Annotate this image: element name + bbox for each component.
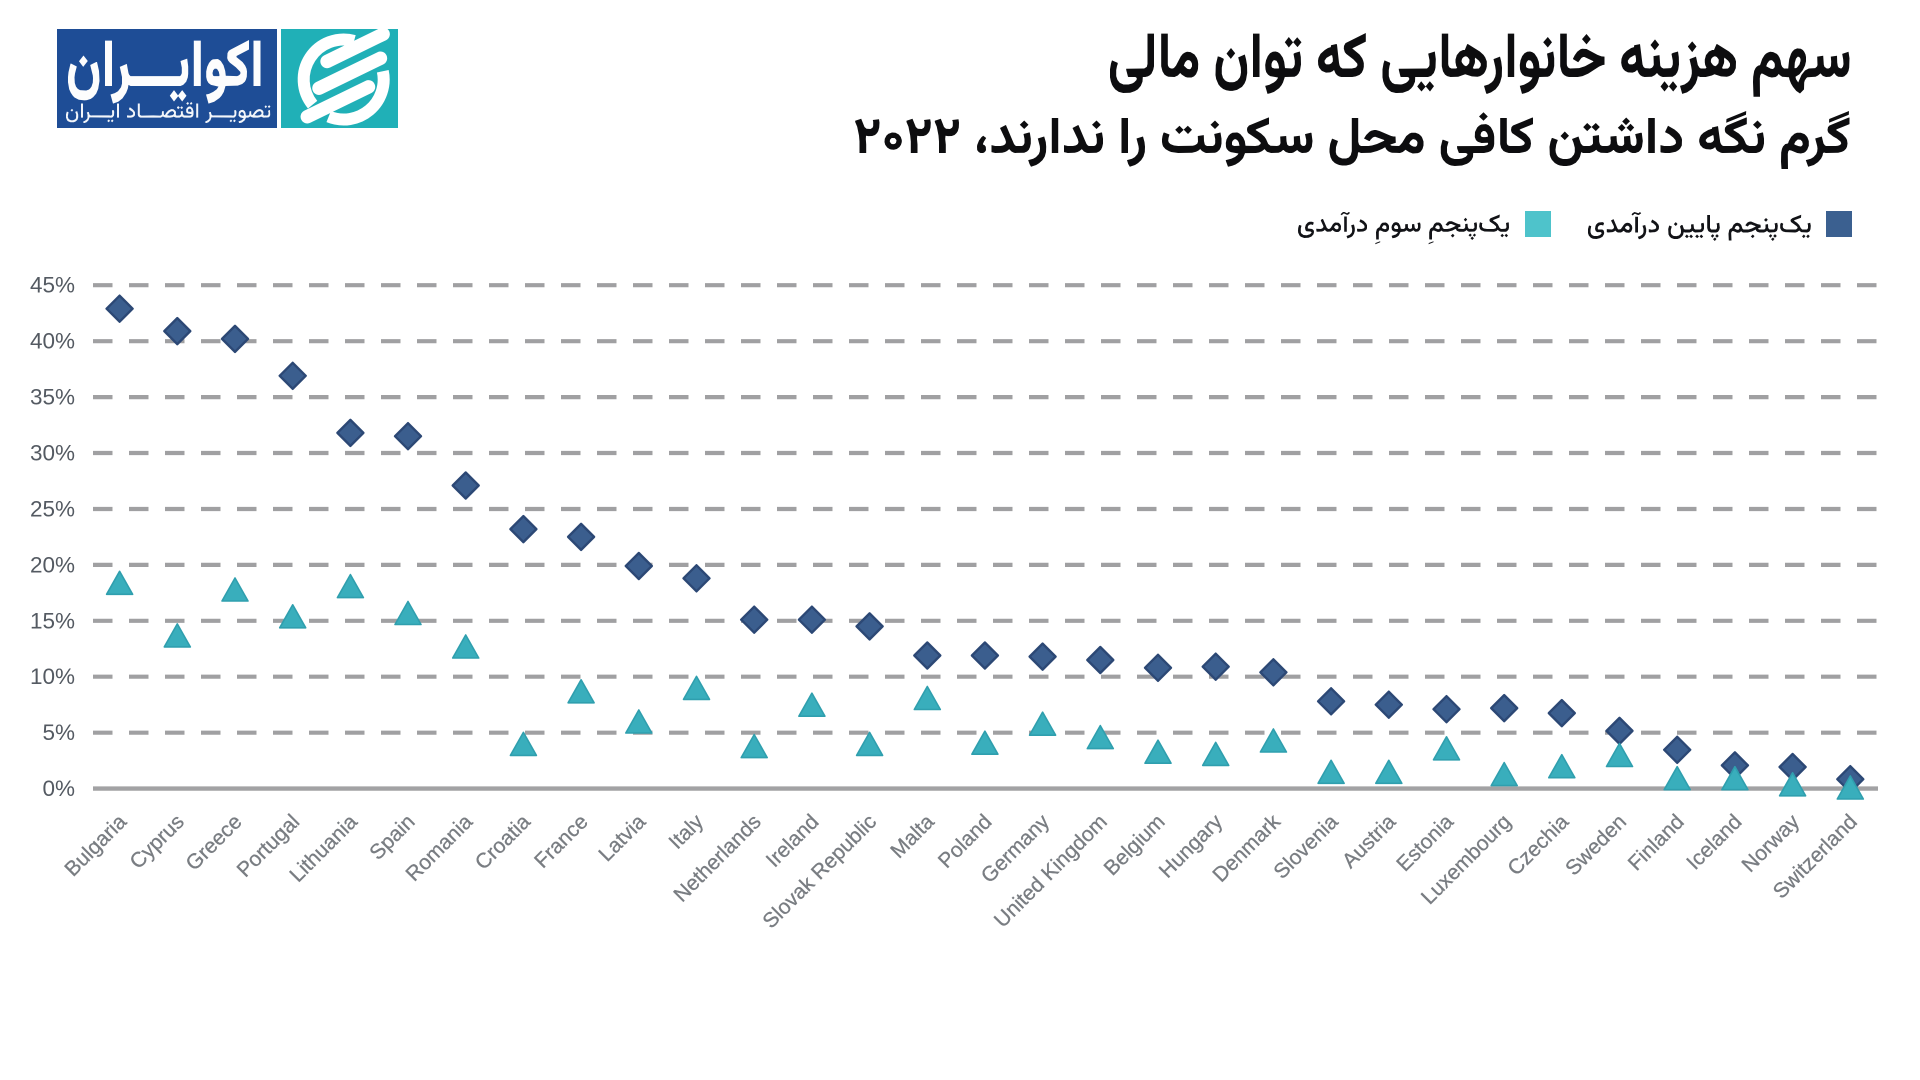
svg-text:35%: 35% — [30, 385, 75, 410]
svg-text:Sweden: Sweden — [1561, 810, 1631, 880]
svg-text:45%: 45% — [30, 273, 75, 298]
svg-text:30%: 30% — [30, 441, 75, 466]
svg-text:Austria: Austria — [1338, 810, 1401, 873]
svg-text:Croatia: Croatia — [471, 810, 535, 874]
svg-text:10%: 10% — [30, 664, 75, 689]
svg-text:Malta: Malta — [886, 810, 939, 863]
svg-text:Bulgaria: Bulgaria — [60, 810, 131, 881]
svg-text:Spain: Spain — [365, 810, 419, 864]
svg-text:5%: 5% — [42, 720, 75, 745]
svg-text:15%: 15% — [30, 608, 75, 633]
svg-text:France: France — [530, 810, 592, 872]
svg-text:25%: 25% — [30, 497, 75, 522]
svg-text:20%: 20% — [30, 552, 75, 577]
svg-text:Finland: Finland — [1624, 810, 1689, 875]
svg-text:Czechia: Czechia — [1503, 810, 1573, 880]
svg-text:Cyprus: Cyprus — [126, 810, 189, 873]
svg-text:Italy: Italy — [665, 810, 709, 854]
svg-text:Iceland: Iceland — [1682, 810, 1746, 874]
svg-text:0%: 0% — [42, 776, 75, 801]
svg-text:Slovenia: Slovenia — [1269, 810, 1342, 883]
svg-text:Latvia: Latvia — [594, 810, 650, 866]
svg-text:40%: 40% — [30, 329, 75, 354]
